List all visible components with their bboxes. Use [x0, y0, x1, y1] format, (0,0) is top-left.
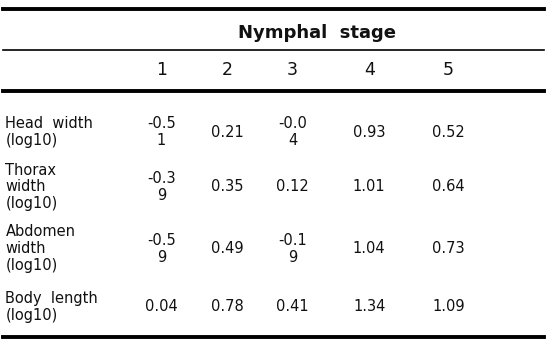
Text: Abdomen
width
(log10): Abdomen width (log10) — [5, 224, 75, 273]
Text: Nymphal  stage: Nymphal stage — [238, 24, 396, 42]
Text: 0.78: 0.78 — [211, 299, 243, 315]
Text: 0.21: 0.21 — [211, 125, 243, 140]
Text: 0.41: 0.41 — [276, 299, 309, 315]
Text: 4: 4 — [364, 61, 375, 79]
Text: 0.73: 0.73 — [432, 241, 465, 256]
Text: -0.0
4: -0.0 4 — [278, 116, 307, 148]
Text: 1.04: 1.04 — [353, 241, 386, 256]
Text: Thorax
width
(log10): Thorax width (log10) — [5, 163, 58, 211]
Text: 0.64: 0.64 — [432, 179, 465, 194]
Text: Head  width
(log10): Head width (log10) — [5, 116, 94, 148]
Text: 1.01: 1.01 — [353, 179, 386, 194]
Text: 1.09: 1.09 — [432, 299, 465, 315]
Text: 2: 2 — [222, 61, 232, 79]
Text: 0.35: 0.35 — [211, 179, 243, 194]
Text: Body  length
(log10): Body length (log10) — [5, 291, 98, 323]
Text: -0.5
9: -0.5 9 — [147, 233, 176, 264]
Text: -0.3
9: -0.3 9 — [147, 171, 176, 203]
Text: 0.52: 0.52 — [432, 125, 465, 140]
Text: 0.12: 0.12 — [276, 179, 309, 194]
Text: 3: 3 — [287, 61, 298, 79]
Text: 1.34: 1.34 — [353, 299, 386, 315]
Text: 0.93: 0.93 — [353, 125, 386, 140]
Text: 0.04: 0.04 — [145, 299, 178, 315]
Text: 1: 1 — [156, 61, 167, 79]
Text: 5: 5 — [443, 61, 454, 79]
Text: 0.49: 0.49 — [211, 241, 243, 256]
Text: -0.5
1: -0.5 1 — [147, 116, 176, 148]
Text: -0.1
9: -0.1 9 — [278, 233, 307, 264]
